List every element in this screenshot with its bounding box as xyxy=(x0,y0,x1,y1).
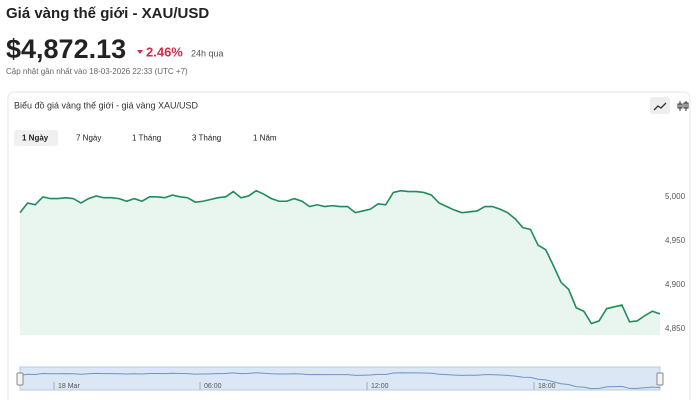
area xyxy=(20,190,660,335)
tab-active-bg xyxy=(14,130,58,146)
tab[interactable]: 1 Năm xyxy=(253,134,277,143)
line-icon[interactable] xyxy=(650,97,670,114)
tab[interactable]: 3 Tháng xyxy=(192,134,221,143)
navigator-label: 06:00 xyxy=(204,383,222,390)
change: 2.46% xyxy=(146,44,183,59)
y-tick-label: 4,950 xyxy=(665,236,686,245)
navigator-label: 12:00 xyxy=(371,383,389,390)
y-tick-label: 5,000 xyxy=(665,192,686,201)
navigator-label: 18:00 xyxy=(538,383,556,390)
navigator: 18 Mar 06:00 12:00 18:00 xyxy=(16,366,664,391)
navigator-handle[interactable] xyxy=(16,372,24,386)
page-title: Giá vàng thế giới - XAU/USD xyxy=(6,5,209,22)
tab[interactable]: 7 Ngày xyxy=(76,134,101,143)
plot: 5,000 4,950 4,900 4,850 xyxy=(19,189,686,335)
down-arrow xyxy=(137,50,143,54)
card-title: Biểu đồ giá vàng thế giới - giá vàng XAU… xyxy=(14,100,199,110)
tab[interactable]: 1 Tháng xyxy=(132,134,161,143)
y-tick-label: 4,850 xyxy=(665,324,686,333)
updated: Cập nhật gần nhất vào 18-03-2026 22:33 (… xyxy=(6,67,188,76)
line xyxy=(19,189,661,325)
tab[interactable]: 1 Ngày xyxy=(22,134,49,143)
change-period: 24h qua xyxy=(191,48,224,58)
navigator-bg xyxy=(19,366,661,391)
y-tick-label: 4,900 xyxy=(665,280,686,289)
navigator-line xyxy=(19,372,661,390)
navigator-label: 18 Mar xyxy=(58,383,80,390)
price: $4,872.13 xyxy=(6,34,126,64)
line-icon-glyph xyxy=(653,102,667,111)
tabs: 1 Ngày 7 Ngày 1 Tháng 3 Tháng 1 Năm xyxy=(14,130,277,146)
candle-icon[interactable] xyxy=(677,101,689,111)
navigator-handle[interactable] xyxy=(656,372,664,386)
